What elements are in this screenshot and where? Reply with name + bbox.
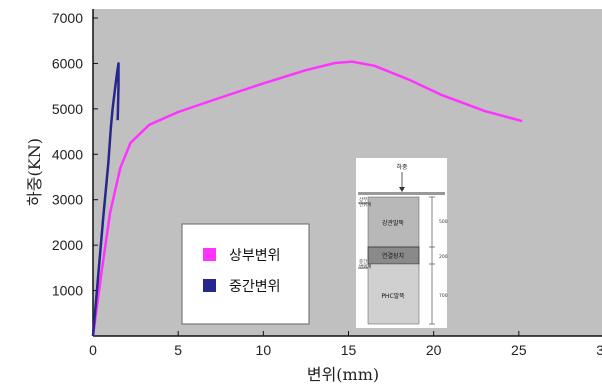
inset-segment-3-label: PHC말뚝 xyxy=(381,292,405,300)
x-tick-label: 5 xyxy=(174,342,182,358)
legend-swatch-middle xyxy=(203,279,216,292)
x-tick-label: 0 xyxy=(89,342,97,358)
series-layer xyxy=(91,60,523,337)
x-tick-label: 30 xyxy=(596,342,602,358)
x-axis-title: 변위(mm) xyxy=(307,365,379,384)
inset-dimension-3: 700 xyxy=(439,293,448,299)
inset-dimension-1: 500 xyxy=(439,219,448,225)
y-tick-label: 3000 xyxy=(52,192,83,208)
legend-box xyxy=(181,223,310,325)
inset-diagram: 하중 강관말뚝 연결장치 PHC말뚝 500 200 700 상부 변위계 xyxy=(356,158,448,328)
x-axis-ticks: 0 5 10 15 20 25 30 xyxy=(89,331,602,358)
inset-segment-1-label: 강관말뚝 xyxy=(382,219,405,227)
inset-segment-2-label: 연결장치 xyxy=(382,252,404,260)
legend-swatch-upper xyxy=(203,248,216,261)
plot-area xyxy=(93,9,602,336)
inset-cap-plate xyxy=(358,192,445,195)
series-line-upper-displacement xyxy=(91,60,523,337)
legend-label-middle: 중간변위 xyxy=(229,279,281,295)
y-tick-label: 2000 xyxy=(52,237,83,253)
y-tick-label: 1000 xyxy=(52,283,83,299)
x-tick-label: 20 xyxy=(426,342,442,358)
inset-phc-pile xyxy=(367,263,420,325)
y-tick-label: 6000 xyxy=(52,55,83,71)
y-axis-ticks: 1000 2000 3000 4000 5000 6000 7000 xyxy=(52,10,98,299)
inset-steel-pile xyxy=(367,196,420,248)
inset-arrow-head xyxy=(399,187,405,192)
x-tick-label: 10 xyxy=(256,342,272,358)
y-tick-label: 7000 xyxy=(52,10,83,26)
legend-label-upper: 상부변위 xyxy=(229,248,281,264)
y-tick-label: 4000 xyxy=(52,146,83,162)
y-axis-title: 하중(KN) xyxy=(25,138,44,206)
y-tick-label: 5000 xyxy=(52,101,83,117)
inset-upper-gauge-label: 상부 변위계 xyxy=(359,196,371,208)
x-tick-label: 25 xyxy=(511,342,527,358)
inset-dimension-2: 200 xyxy=(439,254,448,260)
x-tick-label: 15 xyxy=(341,342,357,358)
legend: 상부변위 중간변위 xyxy=(181,223,310,325)
inset-middle-gauge-label: 중간 변위계 xyxy=(359,258,371,270)
inset-load-label: 하중 xyxy=(396,163,408,171)
series-line-middle-displacement xyxy=(91,62,120,337)
